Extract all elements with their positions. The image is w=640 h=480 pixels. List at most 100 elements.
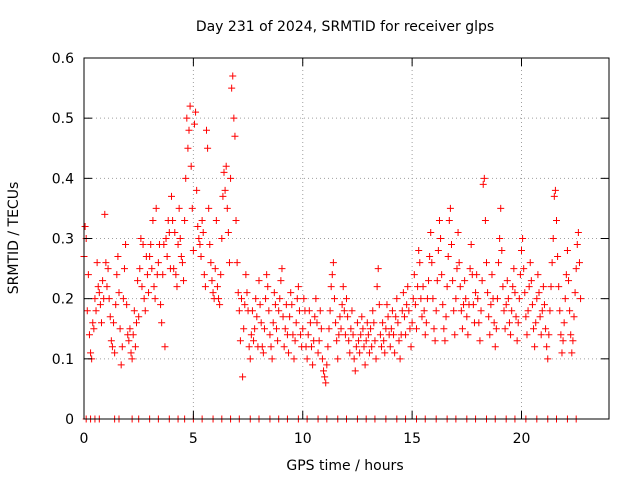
data-point (450, 307, 458, 315)
data-point (110, 319, 118, 327)
data-point (492, 325, 500, 333)
data-point (271, 301, 279, 309)
data-point (174, 241, 182, 249)
data-point (485, 313, 493, 321)
data-point (252, 295, 260, 303)
data-point (180, 277, 188, 285)
data-point (104, 265, 112, 273)
data-point (173, 283, 181, 291)
data-point (311, 313, 319, 321)
data-point (396, 355, 404, 363)
data-point (561, 295, 569, 303)
data-point (495, 259, 503, 267)
data-point (154, 259, 162, 267)
data-point (514, 319, 522, 327)
data-point (441, 337, 449, 345)
data-point (339, 283, 347, 291)
data-point (246, 355, 254, 363)
data-point (150, 283, 158, 291)
data-point (227, 174, 235, 182)
data-point (463, 313, 471, 321)
data-point (259, 349, 267, 357)
data-point (330, 295, 338, 303)
data-point (347, 325, 355, 333)
data-point (128, 355, 136, 363)
data-point (231, 132, 239, 140)
x-axis-label: GPS time / hours (286, 458, 403, 474)
y-tick-label: 0.5 (52, 111, 74, 127)
data-point (130, 307, 138, 315)
data-point (263, 271, 271, 279)
data-point (349, 331, 357, 339)
data-point (572, 265, 580, 273)
data-point (83, 307, 91, 315)
data-point (518, 247, 525, 255)
data-point (575, 259, 583, 267)
data-point (383, 301, 391, 309)
data-point (488, 271, 496, 279)
data-point (314, 349, 322, 357)
data-point (332, 319, 340, 327)
data-point (452, 295, 460, 303)
data-point (473, 271, 481, 279)
data-point (297, 331, 305, 339)
data-point (241, 301, 249, 309)
data-point (159, 271, 167, 279)
y-tick-label: 0.3 (52, 232, 74, 248)
data-point (118, 343, 126, 351)
data-point (239, 373, 247, 381)
data-point (320, 367, 328, 375)
data-point (211, 265, 219, 273)
data-point (357, 331, 365, 339)
data-point (103, 283, 111, 291)
data-point (266, 331, 274, 339)
data-point (329, 259, 337, 267)
data-point (148, 265, 156, 273)
data-point (119, 295, 127, 303)
data-point (406, 325, 414, 333)
data-point (504, 295, 512, 303)
data-point (113, 271, 121, 279)
data-point (236, 337, 244, 345)
data-point (466, 265, 474, 273)
data-point (209, 289, 217, 297)
data-point (361, 361, 369, 369)
data-point (539, 283, 547, 291)
data-point (384, 313, 392, 321)
data-point (98, 319, 105, 327)
data-point (566, 307, 574, 315)
data-point (528, 301, 536, 309)
data-point (429, 295, 437, 303)
data-point (91, 295, 99, 303)
data-point (421, 331, 429, 339)
data-point (367, 325, 375, 333)
data-point (188, 204, 196, 212)
data-point (362, 337, 370, 345)
data-point (568, 349, 576, 357)
data-point (496, 235, 504, 242)
data-point (431, 337, 439, 345)
data-point (285, 349, 293, 357)
data-point (87, 349, 95, 357)
data-point (422, 319, 430, 327)
data-point (137, 235, 145, 242)
data-point (300, 295, 308, 303)
data-point (374, 265, 382, 273)
data-point (145, 289, 153, 297)
data-point (281, 325, 289, 333)
data-point (461, 277, 469, 285)
data-point (353, 319, 361, 327)
x-tick-label: 10 (294, 431, 312, 447)
data-point (299, 325, 307, 333)
data-point (303, 355, 311, 363)
x-tick-label: 5 (189, 431, 198, 447)
data-point (491, 343, 499, 351)
data-point (442, 313, 450, 321)
data-point (115, 289, 123, 297)
data-point (158, 319, 166, 327)
data-point (519, 235, 527, 242)
data-point (134, 277, 142, 285)
data-point (558, 349, 566, 357)
data-point (186, 102, 194, 110)
data-point (195, 235, 203, 242)
